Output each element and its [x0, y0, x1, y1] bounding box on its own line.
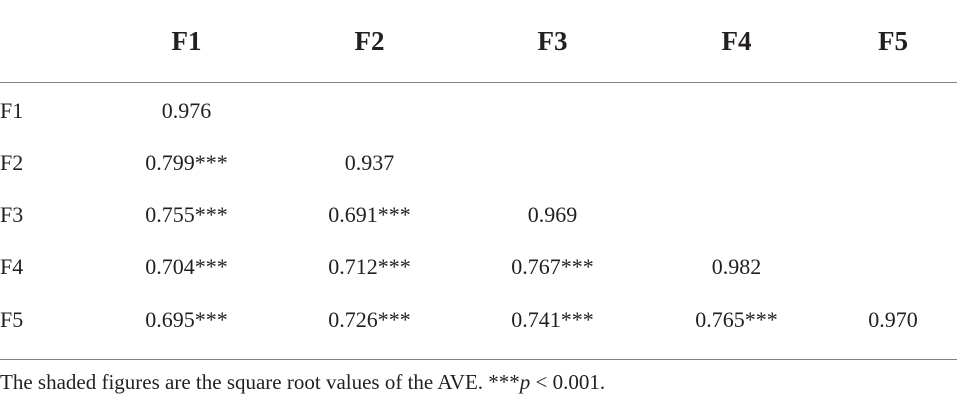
table-row: F1 0.976: [0, 83, 957, 138]
table-cell: [278, 83, 461, 138]
table-cell: 0.982: [711, 254, 762, 279]
table-cell: 0.691***: [328, 202, 411, 227]
table-row: F2 0.799*** 0.937: [0, 137, 957, 189]
header-cell-blank: [0, 0, 95, 83]
header-cell-f5: F5: [878, 25, 908, 56]
header-cell-f1: F1: [171, 25, 202, 56]
header-cell-f3: F3: [537, 25, 568, 56]
footnote-text: The shaded figures are the square root v…: [0, 370, 520, 394]
table-cell: [644, 83, 829, 138]
table-cell: [829, 83, 957, 138]
header-cell-f2: F2: [354, 25, 385, 56]
table-footnote: The shaded figures are the square root v…: [0, 370, 605, 395]
table-cell: [829, 137, 957, 189]
row-label: F1: [0, 98, 24, 123]
table-cell: 0.969: [527, 202, 578, 227]
table-cell: 0.695***: [145, 307, 228, 332]
table-row: F4 0.704*** 0.712*** 0.767*** 0.982: [0, 241, 957, 293]
row-label: F4: [0, 254, 24, 279]
correlation-table: F1 F2 F3 F4 F5 F1 0.976 F2 0.799*** 0.93…: [0, 0, 957, 347]
table-cell: [461, 83, 644, 138]
table-cell: [829, 241, 957, 293]
table-cell: [644, 189, 829, 241]
table-cell: 0.937: [344, 150, 395, 175]
table-cell: 0.799***: [145, 150, 228, 175]
table-cell: 0.767***: [511, 254, 594, 279]
row-label: F2: [0, 150, 24, 175]
table-row: F5 0.695*** 0.726*** 0.741*** 0.765*** 0…: [0, 293, 957, 347]
table-bottom-rule: [0, 359, 957, 360]
correlation-table-container: F1 F2 F3 F4 F5 F1 0.976 F2 0.799*** 0.93…: [0, 0, 957, 347]
table-cell: 0.704***: [145, 254, 228, 279]
header-row: F1 F2 F3 F4 F5: [0, 0, 957, 83]
row-label: F5: [0, 307, 24, 332]
table-cell: 0.970: [868, 307, 918, 332]
table-cell: 0.755***: [145, 202, 228, 227]
table-cell: [644, 137, 829, 189]
table-cell: 0.976: [161, 98, 212, 123]
table-cell: 0.712***: [328, 254, 411, 279]
table-cell: 0.741***: [511, 307, 594, 332]
footnote-threshold: < 0.001.: [530, 370, 606, 394]
table-row: F3 0.755*** 0.691*** 0.969: [0, 189, 957, 241]
row-label: F3: [0, 202, 24, 227]
table-cell: [461, 137, 644, 189]
table-cell: 0.765***: [695, 307, 778, 332]
table-cell: [829, 189, 957, 241]
table-cell: 0.726***: [328, 307, 411, 332]
header-cell-f4: F4: [721, 25, 752, 56]
footnote-p-symbol: p: [519, 370, 531, 394]
